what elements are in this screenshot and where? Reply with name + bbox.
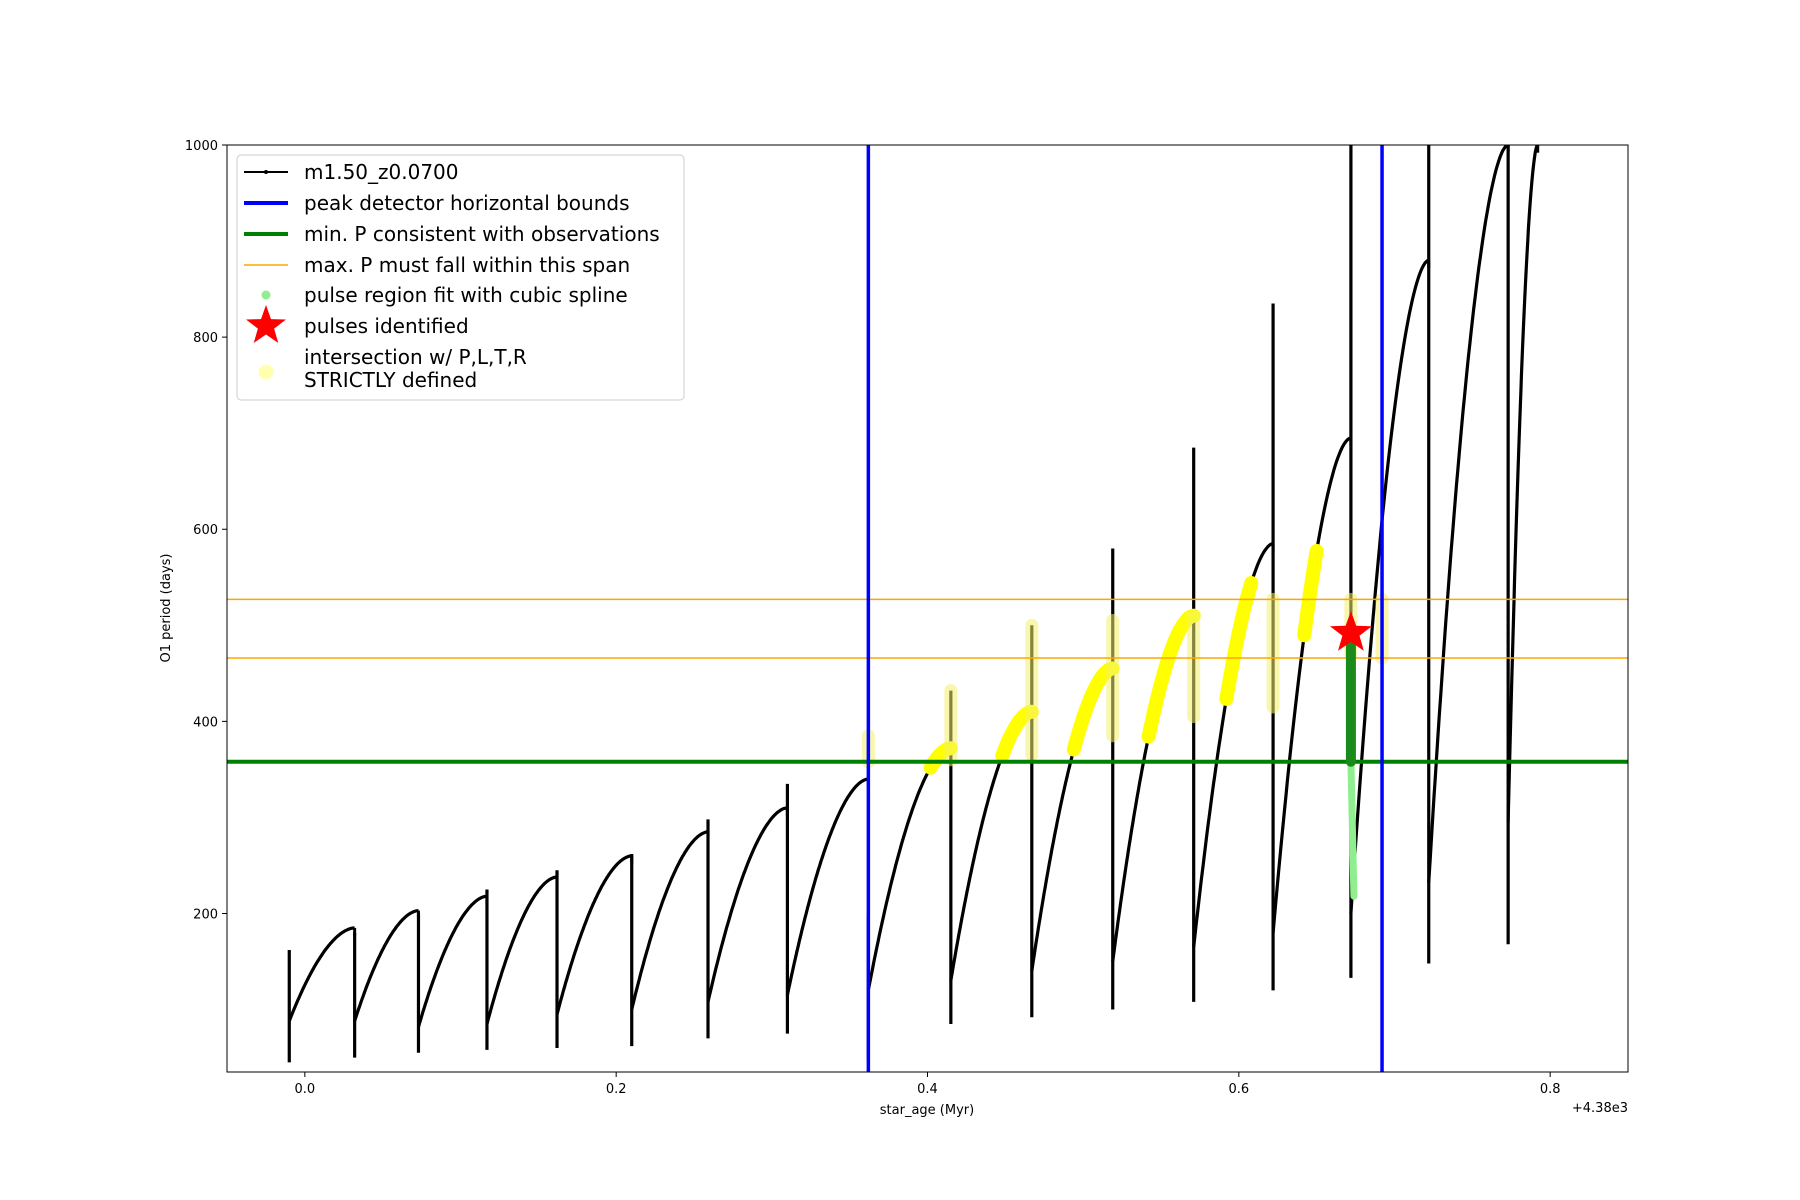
- model-curve-segment: [1427, 145, 1509, 883]
- x-tick-label: 0.2: [606, 1082, 627, 1097]
- axis-ticks: 0.0 0.2 0.4 0.6 0.8 200 400 600 800 1000: [185, 139, 1561, 1097]
- x-tick-label: 0.4: [917, 1082, 938, 1097]
- legend-label-max-period-span: max. P must fall within this span: [304, 253, 630, 277]
- legend-label-intersection-line1: intersection w/ P,L,T,R: [304, 345, 527, 369]
- x-axis-label: star_age (Myr): [880, 1103, 974, 1118]
- plot-area: [227, 145, 1628, 1072]
- legend-label-spline-region: pulse region fit with cubic spline: [304, 283, 628, 307]
- model-curve-segment: [353, 909, 419, 1022]
- y-tick-label: 1000: [185, 139, 218, 154]
- legend-label-pulses-identified: pulses identified: [304, 314, 469, 338]
- y-tick-label: 200: [193, 907, 218, 922]
- model-curve-segment: [416, 894, 488, 1028]
- intersection-segment: [1141, 608, 1201, 744]
- legend-label-peak-bounds: peak detector horizontal bounds: [304, 191, 630, 215]
- legend-swatch-spline-region: [261, 290, 271, 300]
- model-curve-segment: [1349, 258, 1430, 914]
- model-curve-segment: [1506, 145, 1539, 823]
- model-curve-segment: [287, 926, 356, 1022]
- legend-label-intersection-line2: STRICTLY defined: [304, 368, 477, 392]
- model-curve-segment: [630, 830, 709, 1010]
- legend-label-min-period: min. P consistent with observations: [304, 222, 660, 246]
- intersection-segment: [1219, 576, 1259, 706]
- legend: m1.50_z0.0700 peak detector horizontal b…: [236, 154, 685, 401]
- x-tick-label: 0.8: [1540, 1082, 1561, 1097]
- intersection-segment: [1297, 543, 1324, 643]
- legend-swatch-model-marker: [264, 170, 268, 174]
- y-tick-label: 600: [193, 523, 218, 538]
- spline-region-low: [1347, 758, 1358, 900]
- model-curve-segment: [785, 777, 869, 996]
- legend-box: [236, 154, 685, 401]
- model-curve-segment: [555, 854, 633, 1015]
- model-curve-segment: [706, 806, 788, 1003]
- y-tick-label: 800: [193, 331, 218, 346]
- y-axis-label: O1 period (days): [159, 553, 174, 662]
- x-tick-label: 0.0: [294, 1082, 315, 1097]
- x-tick-label: 0.6: [1228, 1082, 1249, 1097]
- x-axis-offset-label: +4.38e3: [1572, 1101, 1628, 1116]
- y-tick-label: 400: [193, 715, 218, 730]
- legend-swatch-intersection: [258, 364, 274, 380]
- pulse-identified-star: [1330, 611, 1372, 651]
- legend-swatch-pulses-identified: [246, 305, 286, 343]
- legend-label-model: m1.50_z0.0700: [304, 160, 459, 184]
- model-curve-segment: [485, 875, 558, 1025]
